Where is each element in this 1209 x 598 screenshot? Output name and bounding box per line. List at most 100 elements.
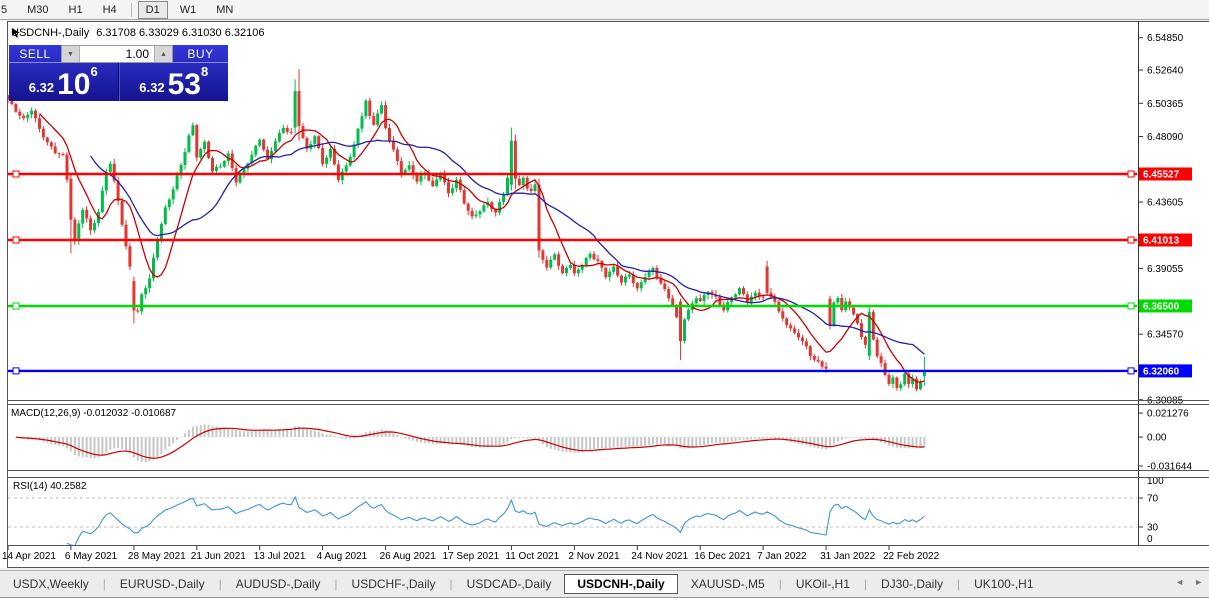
sell-button[interactable]: SELL bbox=[9, 45, 61, 63]
timeframe-button-d1[interactable]: D1 bbox=[137, 0, 168, 19]
macd-axis: 0.021276 0.00 -0.031644 bbox=[1138, 409, 1192, 473]
timeframe-button-h1[interactable]: H1 bbox=[68, 3, 83, 16]
chart-pointer-icon bbox=[12, 28, 20, 38]
svg-text:22 Feb 2022: 22 Feb 2022 bbox=[883, 551, 940, 562]
svg-text:0: 0 bbox=[1147, 534, 1153, 545]
svg-text:6.36500: 6.36500 bbox=[1143, 301, 1180, 312]
volume-spinner: ▼ 1.00 ▲ bbox=[61, 45, 173, 63]
hline-6.41013[interactable]: 6.41013 bbox=[8, 233, 1192, 247]
timeframe-button-5[interactable]: 5 bbox=[1, 3, 8, 16]
timeframe-button-h4[interactable]: H4 bbox=[102, 3, 117, 16]
sell-price-display[interactable]: 6.32 10 6 bbox=[9, 63, 119, 101]
chart-tab-usdcnh-daily[interactable]: USDCNH-,Daily bbox=[564, 574, 678, 594]
buy-price-big: 53 bbox=[167, 68, 201, 101]
tab-separator: | bbox=[863, 577, 867, 591]
svg-text:70: 70 bbox=[1147, 494, 1159, 505]
rsi-axis: 100 70 300 bbox=[1138, 476, 1164, 545]
rsi-indicator-label: RSI(14) 40.2582 bbox=[13, 481, 87, 492]
svg-text:6.50365: 6.50365 bbox=[1147, 99, 1184, 110]
rsi-line bbox=[66, 495, 925, 545]
chart-tab-audusd-daily[interactable]: AUDUSD-,Daily bbox=[235, 577, 321, 591]
tab-separator: | bbox=[334, 577, 338, 591]
svg-text:100: 100 bbox=[1147, 476, 1164, 487]
chart-tab-xauusd-m5[interactable]: XAUUSD-,M5 bbox=[690, 577, 765, 591]
sell-price-big: 10 bbox=[57, 68, 91, 101]
chart-canvas[interactable]: 6.45527 6.41013 6.36500 6.32060 6.54850 6.526… bbox=[0, 21, 1209, 568]
svg-text:6.32060: 6.32060 bbox=[1143, 366, 1180, 377]
svg-text:26 Aug 2021: 26 Aug 2021 bbox=[380, 551, 437, 562]
toolbar-separator bbox=[130, 2, 132, 17]
timeframe-button-w1[interactable]: W1 bbox=[179, 3, 197, 16]
tab-scroll-right-icon[interactable]: ► bbox=[1194, 577, 1203, 587]
tab-separator: | bbox=[449, 577, 453, 591]
tab-nav: ◄ ► bbox=[1175, 577, 1203, 587]
chart-tab-ukoil-h1[interactable]: UKOil-,H1 bbox=[795, 577, 850, 591]
hline-6.45527[interactable]: 6.45527 bbox=[8, 167, 1192, 181]
svg-text:-0.031644: -0.031644 bbox=[1147, 462, 1192, 473]
one-click-trade-panel: SELL ▼ 1.00 ▲ BUY 6.32 10 6 6.32 53 8 bbox=[9, 45, 228, 101]
tab-separator: | bbox=[778, 577, 782, 591]
chart-tab-usdcad-daily[interactable]: USDCAD-,Daily bbox=[466, 577, 552, 591]
hline-6.36500[interactable]: 6.36500 bbox=[8, 299, 1192, 313]
svg-text:6.41013: 6.41013 bbox=[1143, 235, 1180, 246]
buy-price-small: 6.32 bbox=[139, 80, 165, 95]
rsi-pane bbox=[8, 495, 1137, 545]
svg-text:13 Jul 2021: 13 Jul 2021 bbox=[254, 551, 306, 562]
svg-text:4 Aug 2021: 4 Aug 2021 bbox=[317, 551, 368, 562]
chart-title: USDCNH-,Daily 6.31708 6.33029 6.31030 6.… bbox=[11, 27, 264, 39]
tab-separator: | bbox=[957, 577, 961, 591]
svg-text:6.54850: 6.54850 bbox=[1147, 33, 1184, 44]
svg-text:6.45527: 6.45527 bbox=[1143, 170, 1180, 181]
svg-text:2 Nov 2021: 2 Nov 2021 bbox=[568, 551, 620, 562]
chart-tab-eurusd-daily[interactable]: EURUSD-,Daily bbox=[119, 577, 205, 591]
pane-frames bbox=[7, 21, 1209, 568]
chart-tab-usdchf-daily[interactable]: USDCHF-,Daily bbox=[351, 577, 436, 591]
svg-text:6.48090: 6.48090 bbox=[1147, 132, 1184, 143]
macd-signal-line bbox=[15, 427, 925, 459]
sell-price-small: 6.32 bbox=[28, 80, 55, 95]
macd-indicator-label: MACD(12,26,9) -0.012032 -0.010687 bbox=[11, 408, 177, 419]
svg-text:6.43605: 6.43605 bbox=[1147, 198, 1184, 209]
macd-pane bbox=[14, 424, 926, 462]
chart-window: 6.45527 6.41013 6.36500 6.32060 6.54850 6.526… bbox=[0, 21, 1209, 568]
timeframe-toolbar: 5 M30 H1 H4 D1 W1 MN bbox=[0, 0, 1209, 20]
svg-text:0.021276: 0.021276 bbox=[1147, 409, 1189, 420]
chart-tab-bar: USDX,Weekly | EURUSD-,Daily | AUDUSD-,Daily |… bbox=[0, 570, 1209, 598]
svg-text:6.39055: 6.39055 bbox=[1147, 264, 1184, 275]
svg-text:24 Nov 2021: 24 Nov 2021 bbox=[631, 551, 688, 562]
svg-text:28 May 2021: 28 May 2021 bbox=[128, 551, 186, 562]
volume-decrease-button[interactable]: ▼ bbox=[62, 46, 80, 62]
timeframe-button-m30[interactable]: M30 bbox=[27, 3, 49, 16]
buy-price-sup: 8 bbox=[200, 64, 209, 79]
tab-scroll-left-icon[interactable]: ◄ bbox=[1175, 577, 1185, 587]
buy-button[interactable]: BUY bbox=[173, 45, 228, 63]
hline-6.32060[interactable]: 6.32060 bbox=[8, 364, 1192, 378]
svg-text:11 Oct 2021: 11 Oct 2021 bbox=[505, 551, 559, 562]
chart-tab-usdx-weekly[interactable]: USDX,Weekly bbox=[13, 577, 89, 591]
svg-text:30: 30 bbox=[1147, 523, 1159, 534]
svg-text:6.52640: 6.52640 bbox=[1147, 66, 1184, 77]
svg-text:16 Dec 2021: 16 Dec 2021 bbox=[694, 551, 751, 562]
svg-text:17 Sep 2021: 17 Sep 2021 bbox=[443, 551, 500, 562]
svg-text:31 Jan 2022: 31 Jan 2022 bbox=[820, 551, 875, 562]
chart-tab-dj30-daily[interactable]: DJ30-,Daily bbox=[881, 577, 944, 591]
timeframe-button-mn[interactable]: MN bbox=[216, 3, 234, 16]
svg-text:0.00: 0.00 bbox=[1147, 433, 1167, 444]
buy-price-display[interactable]: 6.32 53 8 bbox=[118, 63, 229, 101]
svg-text:6.34570: 6.34570 bbox=[1147, 330, 1184, 341]
tab-separator: | bbox=[102, 577, 106, 591]
tab-separator: | bbox=[218, 577, 222, 591]
slow-ma-line bbox=[90, 139, 925, 355]
chart-ohlc-values: 6.31708 6.33029 6.31030 6.32106 bbox=[96, 27, 265, 39]
time-axis: 14 Apr 2021 6 May 2021 28 May 2021 21 Jun 2… bbox=[2, 545, 940, 562]
svg-text:6 May 2021: 6 May 2021 bbox=[65, 551, 118, 562]
chart-symbol-label: USDCNH-,Daily bbox=[11, 27, 90, 39]
volume-input[interactable]: 1.00 bbox=[80, 46, 154, 62]
volume-increase-button[interactable]: ▲ bbox=[154, 46, 172, 62]
svg-text:14 Apr 2021: 14 Apr 2021 bbox=[2, 551, 56, 562]
svg-text:7 Jan 2022: 7 Jan 2022 bbox=[757, 551, 807, 562]
chart-tab-uk100-h1[interactable]: UK100-,H1 bbox=[974, 577, 1034, 591]
sell-price-sup: 6 bbox=[90, 64, 98, 79]
svg-text:21 Jun 2021: 21 Jun 2021 bbox=[191, 551, 246, 562]
